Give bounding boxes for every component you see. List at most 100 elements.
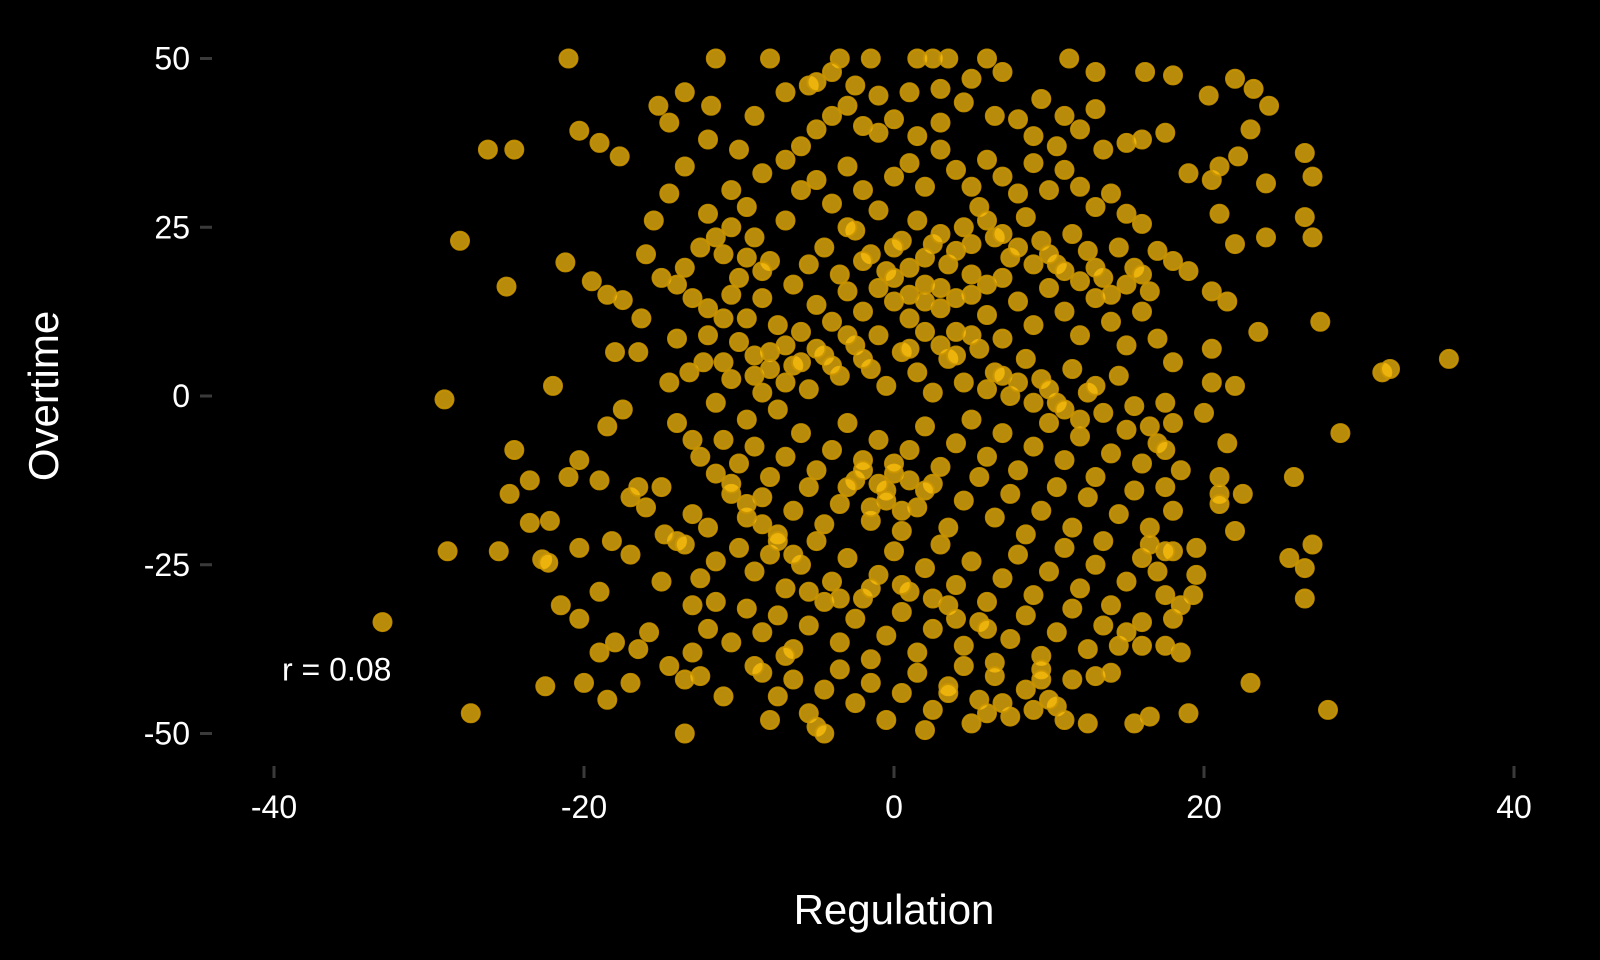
data-point bbox=[705, 551, 726, 572]
data-point bbox=[891, 500, 912, 521]
data-points bbox=[372, 48, 1459, 744]
data-point bbox=[1085, 257, 1106, 278]
data-point bbox=[1077, 240, 1098, 261]
data-point bbox=[1023, 392, 1044, 413]
data-point bbox=[1225, 375, 1245, 396]
data-point bbox=[961, 68, 982, 89]
data-point bbox=[674, 257, 695, 278]
data-point bbox=[1178, 261, 1199, 282]
data-point bbox=[860, 578, 881, 599]
data-point bbox=[1015, 605, 1036, 626]
data-point bbox=[915, 247, 935, 268]
data-point bbox=[798, 379, 819, 400]
data-point bbox=[814, 237, 835, 258]
data-point bbox=[1155, 122, 1176, 143]
data-point bbox=[659, 112, 680, 133]
x-axis: -40 -20 0 20 40 bbox=[251, 766, 1532, 825]
data-point bbox=[899, 338, 920, 359]
data-point bbox=[1023, 585, 1044, 606]
data-point bbox=[775, 210, 796, 231]
data-point bbox=[1039, 379, 1059, 400]
data-point bbox=[1178, 703, 1199, 724]
data-point bbox=[1015, 679, 1036, 700]
data-point bbox=[736, 308, 757, 329]
data-point bbox=[984, 507, 1005, 528]
data-point bbox=[659, 183, 680, 204]
data-point bbox=[899, 82, 920, 103]
data-point bbox=[1201, 281, 1222, 302]
data-point bbox=[535, 676, 556, 697]
y-tick-label: 25 bbox=[154, 209, 190, 245]
data-point bbox=[1147, 561, 1168, 582]
data-point bbox=[504, 139, 525, 160]
data-point bbox=[876, 375, 897, 396]
data-point bbox=[915, 480, 935, 501]
data-point bbox=[829, 494, 850, 514]
data-point bbox=[961, 551, 982, 572]
data-point bbox=[1031, 89, 1052, 109]
data-point bbox=[868, 278, 889, 298]
data-point bbox=[845, 75, 866, 96]
data-point bbox=[798, 581, 819, 602]
data-point bbox=[1163, 413, 1183, 433]
data-point bbox=[977, 305, 997, 325]
data-point bbox=[752, 163, 773, 184]
data-point bbox=[992, 423, 1013, 444]
data-point bbox=[744, 656, 765, 676]
data-point bbox=[1054, 537, 1075, 558]
data-point bbox=[1008, 460, 1028, 481]
data-point bbox=[550, 595, 571, 616]
data-point bbox=[829, 632, 850, 653]
data-point bbox=[659, 656, 680, 676]
data-point bbox=[1070, 271, 1090, 292]
data-point bbox=[1132, 453, 1152, 474]
data-point bbox=[961, 264, 982, 285]
data-point bbox=[891, 521, 912, 541]
data-point bbox=[698, 325, 718, 346]
data-point bbox=[791, 180, 811, 201]
data-point bbox=[1070, 325, 1090, 346]
data-point bbox=[1240, 119, 1261, 140]
data-point bbox=[705, 392, 726, 413]
data-point bbox=[1279, 548, 1300, 568]
data-point bbox=[853, 180, 873, 201]
data-point bbox=[713, 686, 734, 707]
data-point bbox=[1008, 109, 1028, 130]
data-point bbox=[1062, 359, 1083, 379]
data-point bbox=[891, 575, 912, 595]
data-point bbox=[907, 642, 928, 663]
data-point bbox=[558, 467, 579, 487]
data-point bbox=[729, 139, 749, 160]
data-point bbox=[589, 470, 610, 491]
y-tick-label: 0 bbox=[172, 378, 190, 414]
data-point bbox=[868, 473, 889, 494]
data-point bbox=[1139, 534, 1160, 555]
data-point bbox=[705, 227, 726, 248]
data-point bbox=[922, 588, 943, 609]
data-point bbox=[1046, 477, 1067, 498]
data-point bbox=[1132, 264, 1152, 285]
data-point bbox=[698, 618, 718, 639]
data-point bbox=[806, 460, 827, 481]
data-point bbox=[558, 48, 579, 69]
data-point bbox=[651, 477, 672, 498]
data-point bbox=[612, 290, 633, 311]
data-point bbox=[953, 490, 974, 511]
data-point bbox=[1132, 635, 1152, 656]
data-point bbox=[1116, 571, 1137, 592]
data-point bbox=[1054, 105, 1075, 126]
data-point bbox=[953, 372, 974, 393]
data-point bbox=[1077, 487, 1098, 508]
data-point bbox=[814, 514, 835, 535]
data-point bbox=[806, 170, 827, 190]
data-point bbox=[791, 423, 811, 444]
data-point bbox=[1000, 629, 1021, 649]
data-point bbox=[631, 308, 652, 329]
data-point bbox=[538, 552, 559, 573]
data-point bbox=[922, 618, 943, 639]
data-point bbox=[791, 136, 811, 157]
data-point bbox=[822, 355, 842, 376]
data-point bbox=[437, 541, 458, 562]
data-point bbox=[1101, 443, 1121, 464]
